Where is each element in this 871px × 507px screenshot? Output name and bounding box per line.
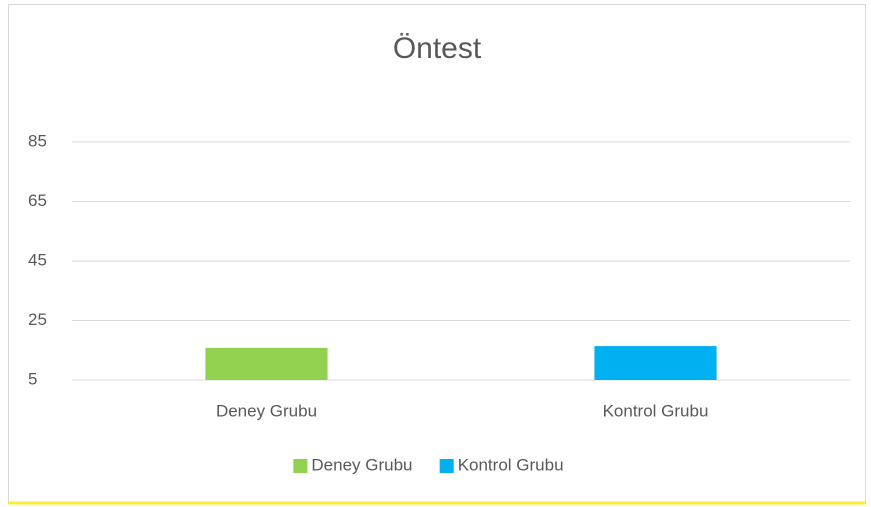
legend-label: Deney Grubu: [311, 455, 412, 474]
chart-frame: [8, 4, 866, 503]
legend-label: Kontrol Grubu: [458, 455, 564, 474]
y-tick-label: 45: [28, 250, 47, 269]
y-tick-label: 5: [28, 369, 37, 388]
y-tick-label: 85: [28, 131, 47, 150]
x-tick-label: Deney Grubu: [216, 401, 317, 420]
x-tick-label: Kontrol Grubu: [603, 401, 709, 420]
legend-swatch: [439, 459, 454, 473]
y-tick-label: 25: [28, 310, 47, 329]
bar: [205, 347, 328, 380]
y-tick-label: 65: [28, 191, 47, 210]
bar: [594, 346, 717, 380]
chart-title: Öntest: [393, 32, 482, 65]
legend-swatch: [293, 459, 308, 473]
